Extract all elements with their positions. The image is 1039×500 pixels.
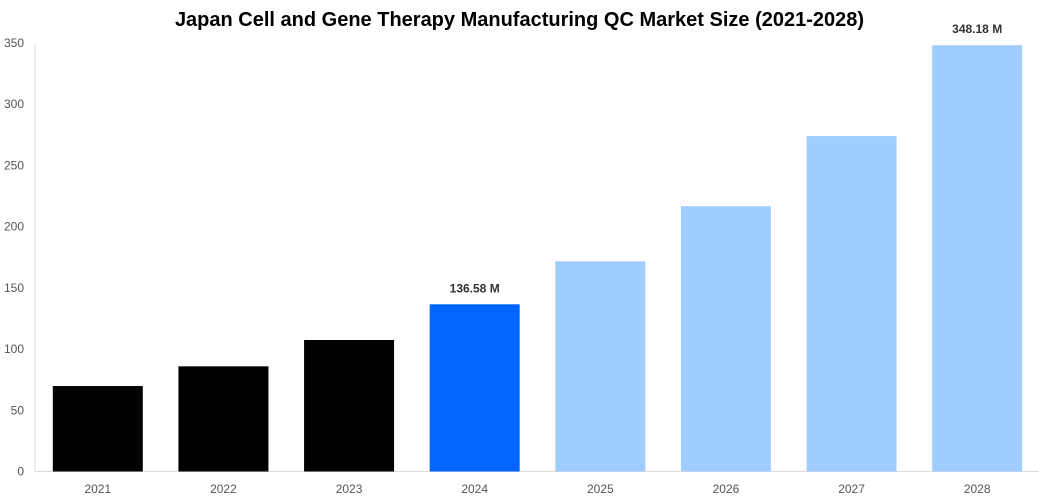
x-tick-label: 2024	[461, 482, 488, 496]
x-tick-label: 2026	[713, 482, 740, 496]
chart-title: Japan Cell and Gene Therapy Manufacturin…	[174, 9, 865, 31]
bar-2028	[932, 45, 1023, 472]
y-tick-label: 300	[4, 97, 24, 111]
x-tick-label: 2022	[210, 482, 237, 496]
bar-2021	[52, 386, 143, 472]
y-tick-label: 100	[4, 342, 24, 356]
x-tick-label: 2025	[587, 482, 614, 496]
y-tick-label: 50	[11, 403, 25, 417]
bar-2026	[680, 206, 771, 472]
y-tick-label: 150	[4, 281, 24, 295]
y-tick-label: 350	[4, 36, 24, 50]
bar-2027	[806, 136, 897, 472]
x-tick-label: 2023	[336, 482, 363, 496]
bar-2022	[178, 366, 269, 472]
bar-2023	[304, 340, 395, 472]
x-tick-label: 2021	[84, 482, 111, 496]
y-tick-label: 0	[17, 465, 24, 479]
y-tick-label: 250	[4, 158, 24, 172]
bar-2025	[555, 261, 646, 472]
x-tick-label: 2028	[964, 482, 991, 496]
y-tick-label: 200	[4, 220, 24, 234]
data-label: 348.18 M	[952, 22, 1002, 36]
x-tick-label: 2027	[838, 482, 865, 496]
bar-2024	[429, 304, 520, 472]
data-label: 136.58 M	[450, 281, 500, 295]
